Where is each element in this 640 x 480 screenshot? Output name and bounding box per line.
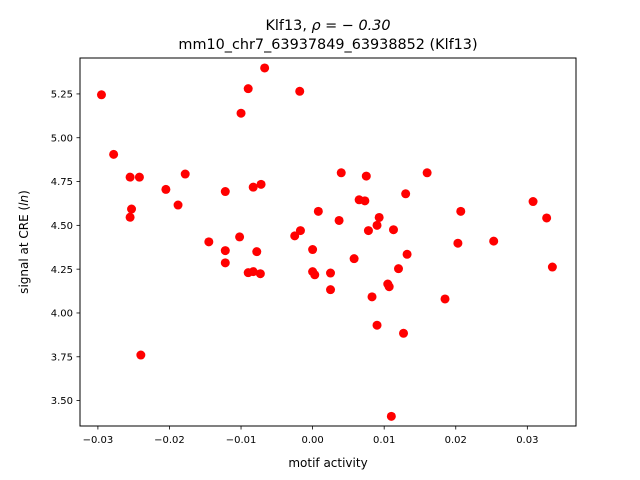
chart-title-line1: Klf13, ρ = − 0.30	[266, 18, 391, 34]
data-point	[308, 245, 318, 255]
data-point	[361, 171, 371, 181]
data-point	[180, 169, 190, 179]
data-point	[235, 232, 245, 242]
data-point	[360, 196, 370, 206]
data-point	[173, 200, 183, 210]
y-tick-label: 4.25	[51, 265, 73, 276]
data-point	[295, 226, 305, 236]
y-axis-label-prefix: signal at CRE (	[17, 206, 31, 294]
y-axis-label-unit: ln	[17, 195, 31, 206]
data-point	[349, 254, 359, 264]
data-point	[125, 212, 135, 222]
data-point	[547, 262, 557, 272]
y-tick-label: 5.00	[51, 133, 73, 144]
data-point	[386, 411, 396, 421]
data-point	[220, 246, 230, 256]
data-point	[372, 320, 382, 330]
data-point	[399, 328, 409, 338]
data-point	[310, 270, 320, 280]
data-point	[220, 258, 230, 268]
x-tick-label: 0.01	[373, 435, 395, 446]
data-point	[290, 231, 300, 241]
data-point	[336, 168, 346, 178]
data-point	[255, 269, 265, 279]
y-tick-label: 4.75	[51, 177, 73, 188]
chart-title-rho: ρ = − 0.30	[311, 18, 390, 34]
data-point	[367, 292, 377, 302]
plot-area: −0.03 −0.02 −0.01 0.00 0.01 0.02 0.03 3.50 3.75…	[51, 57, 577, 446]
data-point	[401, 189, 411, 199]
data-point	[334, 215, 344, 225]
data-point	[125, 172, 135, 182]
y-axis-label: signal at CRE (ln)	[17, 190, 31, 294]
data-point	[220, 187, 230, 197]
data-point	[136, 350, 146, 360]
y-tick-label: 4.00	[51, 309, 73, 320]
data-point	[204, 237, 214, 247]
data-point	[453, 238, 463, 248]
data-point	[256, 179, 266, 189]
data-point	[96, 90, 106, 100]
data-point	[313, 206, 323, 216]
data-point	[384, 282, 394, 292]
y-tick-label: 3.75	[51, 352, 73, 363]
data-point	[326, 285, 336, 295]
data-point	[394, 264, 403, 274]
data-point	[252, 247, 262, 257]
chart-title-gene: Klf13,	[266, 18, 312, 34]
data-point	[489, 236, 499, 246]
data-point	[456, 206, 466, 216]
data-point	[127, 204, 137, 214]
data-point	[109, 149, 119, 159]
x-tick-label: 0.02	[445, 435, 467, 446]
x-tick-label: 0.00	[301, 435, 323, 446]
x-axis-label: motif activity	[288, 456, 367, 470]
data-point	[422, 168, 432, 178]
y-tick-label: 4.50	[51, 221, 73, 232]
data-point	[440, 294, 450, 304]
y-tick-label: 3.50	[51, 396, 73, 407]
x-tick-label: −0.03	[83, 435, 114, 446]
x-tick-label: 0.03	[516, 435, 538, 446]
data-point	[363, 226, 373, 236]
data-point	[374, 212, 384, 222]
scatter-points	[96, 63, 557, 421]
data-point	[388, 225, 398, 235]
axes-frame	[79, 57, 577, 427]
y-tick-label: 5.25	[51, 90, 73, 101]
data-point	[134, 172, 144, 182]
data-point	[542, 213, 552, 223]
data-point	[402, 249, 412, 259]
data-point	[326, 268, 336, 278]
data-point	[528, 197, 538, 207]
data-point	[161, 184, 171, 194]
data-point	[236, 108, 246, 118]
data-point	[295, 86, 305, 96]
data-point	[248, 182, 258, 192]
x-tick-label: −0.02	[154, 435, 185, 446]
y-axis-label-suffix: )	[17, 190, 31, 195]
x-axis-ticks: −0.03 −0.02 −0.01 0.00 0.01 0.02 0.03	[83, 426, 538, 446]
data-point	[243, 84, 253, 94]
data-point	[248, 267, 258, 277]
y-axis-ticks: 3.50 3.75 4.00 4.25 4.50 4.75 5.00 5.25	[51, 90, 80, 407]
chart-title-line2: mm10_chr7_63937849_63938852 (Klf13)	[178, 37, 477, 53]
data-point	[260, 63, 270, 73]
data-point	[372, 220, 382, 230]
x-tick-label: −0.01	[226, 435, 257, 446]
